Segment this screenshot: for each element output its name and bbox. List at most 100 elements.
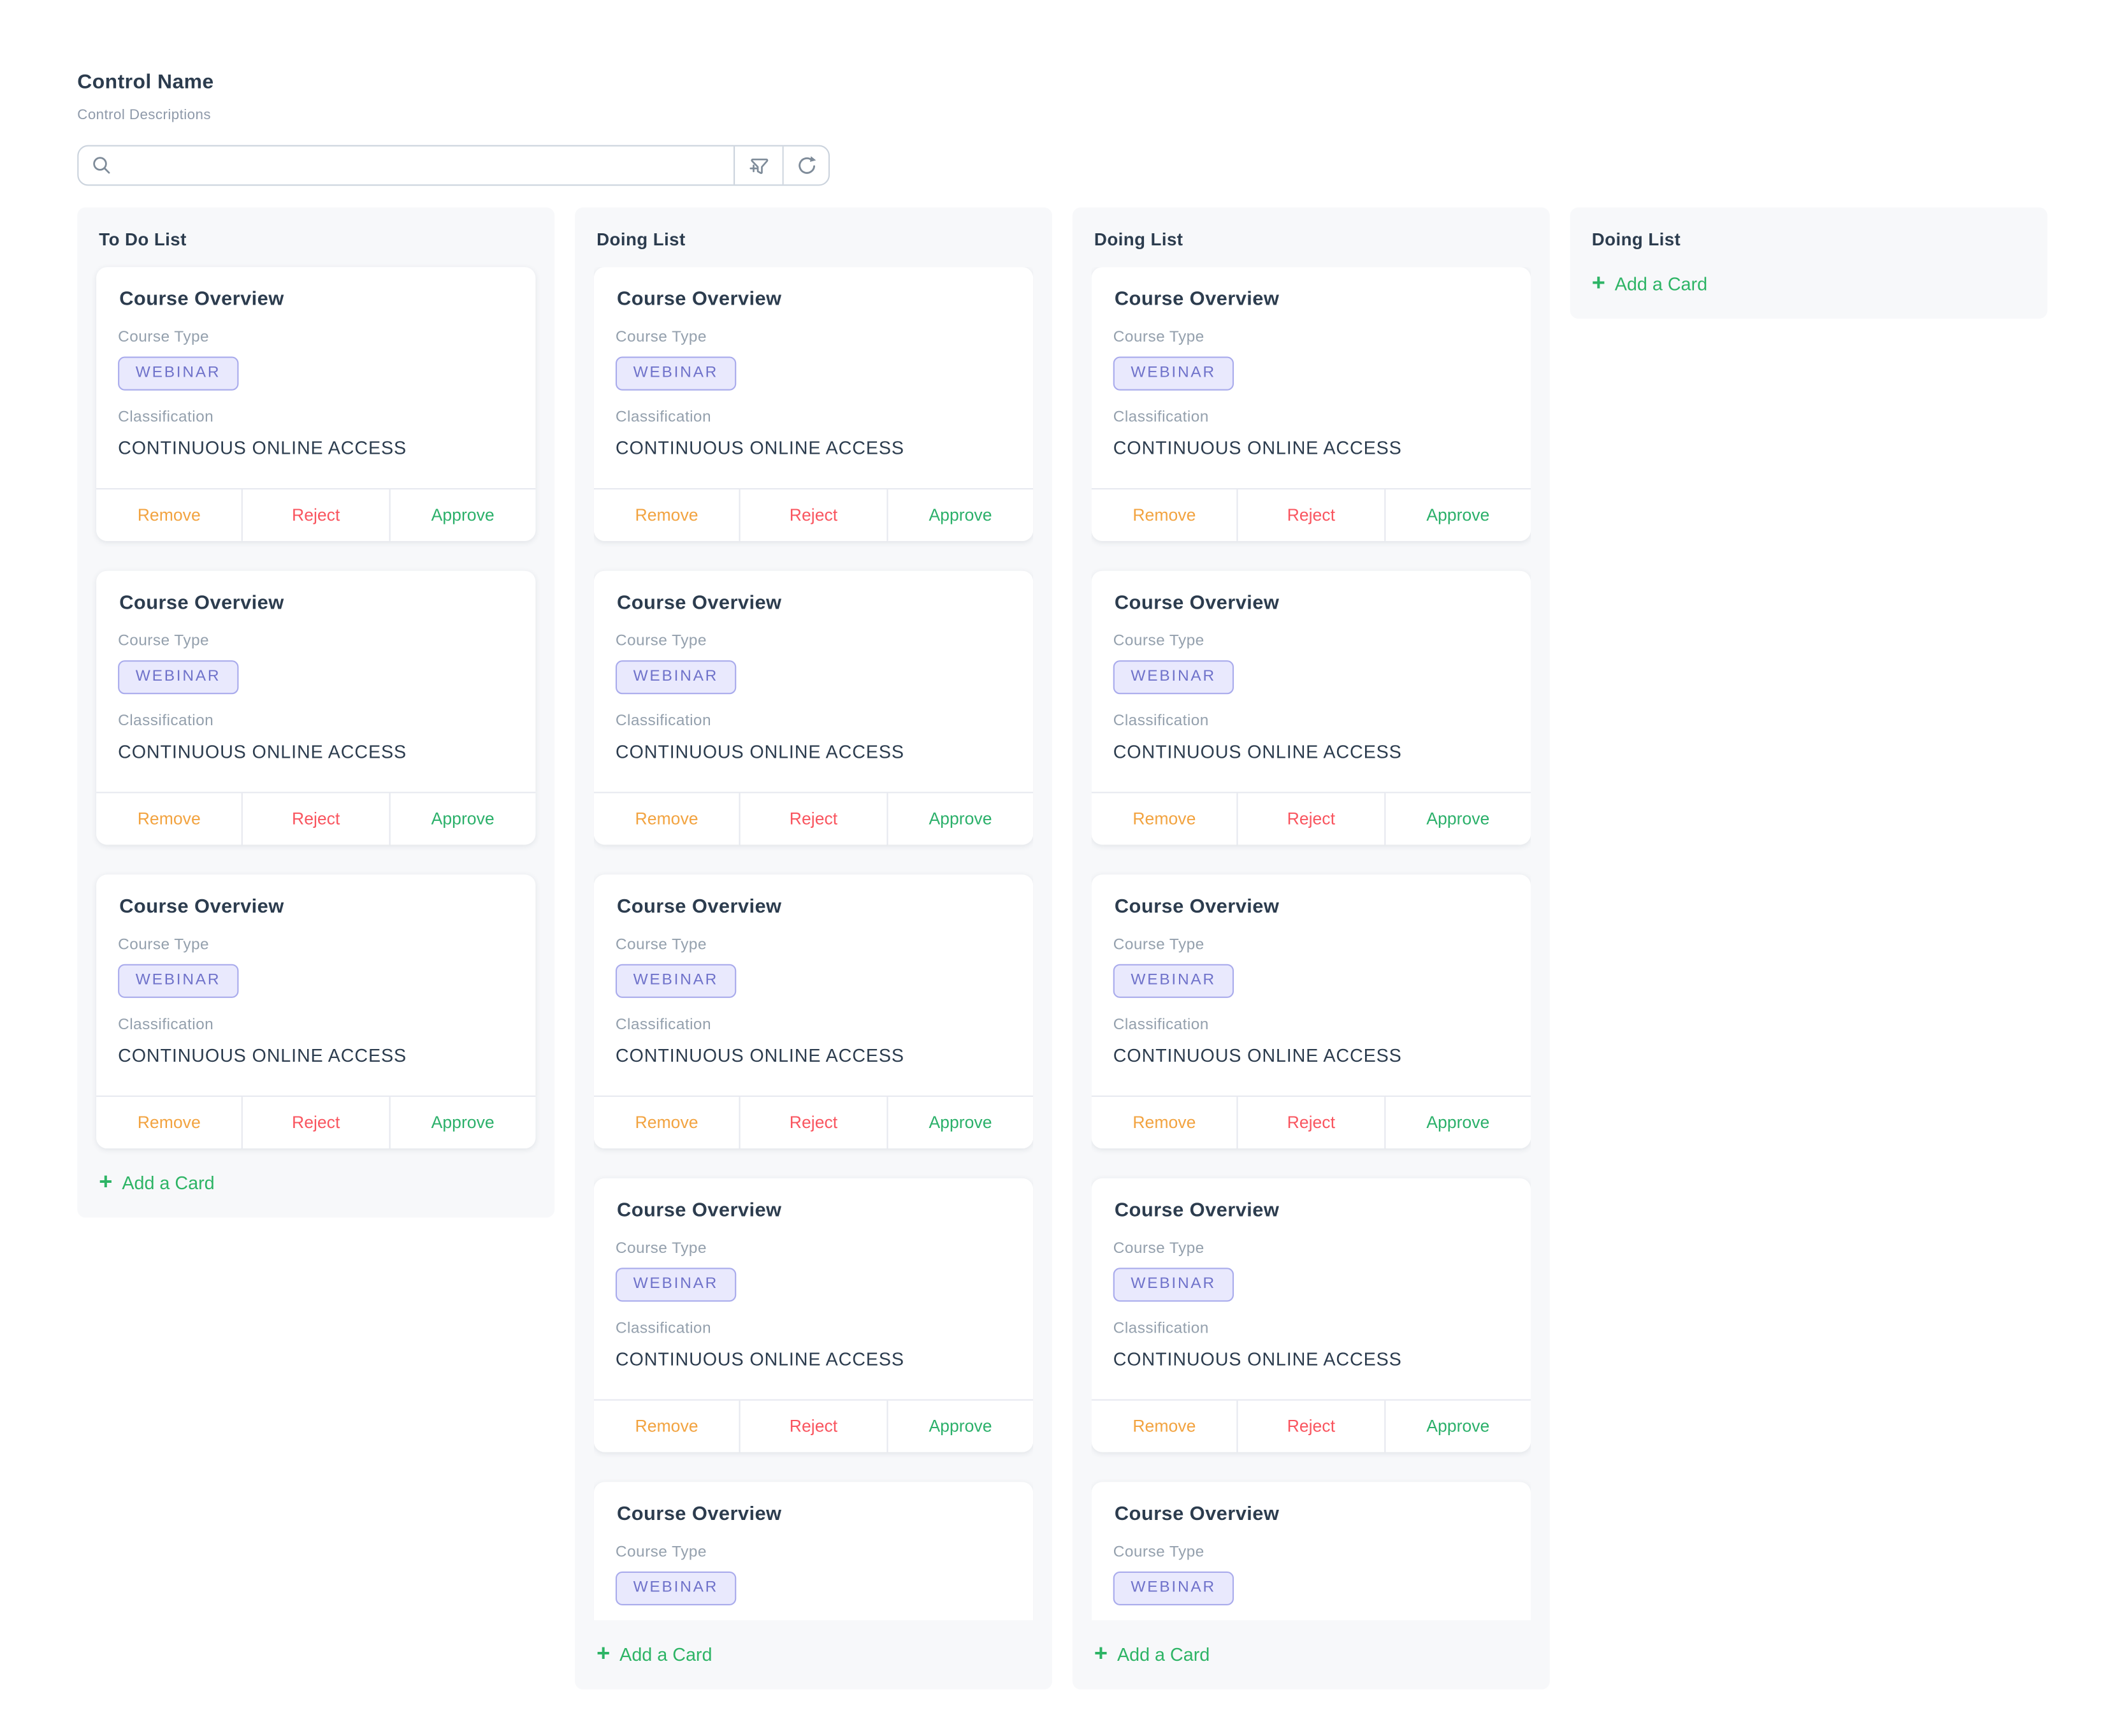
classification-value: CONTINUOUS ONLINE ACCESS: [615, 1349, 904, 1370]
add-card-button[interactable]: + Add a Card: [99, 1168, 214, 1195]
course-type-field: Course Type WEBINAR: [118, 633, 514, 695]
card-actions: Remove Reject Approve: [96, 488, 536, 541]
board-column: Doing List + Add a Card: [1570, 207, 2048, 319]
approve-button[interactable]: Approve: [1384, 489, 1531, 541]
card-title: Course Overview: [1114, 592, 1280, 614]
classification-value: CONTINUOUS ONLINE ACCESS: [118, 741, 407, 762]
card-body: Course Overview Course Type WEBINAR Clas…: [594, 267, 1033, 488]
course-card[interactable]: Course Overview Course Type WEBINAR Clas…: [593, 570, 1034, 845]
remove-button[interactable]: Remove: [96, 489, 242, 541]
remove-button[interactable]: Remove: [593, 793, 740, 845]
classification-field: Classification CONTINUOUS ONLINE ACCESS: [616, 1017, 1011, 1066]
approve-button[interactable]: Approve: [1384, 1400, 1531, 1452]
approve-button[interactable]: Approve: [388, 1097, 536, 1149]
course-card[interactable]: Course Overview Course Type WEBINAR Clas…: [593, 267, 1034, 541]
classification-label: Classification: [1113, 409, 1209, 426]
remove-button[interactable]: Remove: [593, 489, 740, 541]
course-card[interactable]: Course Overview Course Type WEBINAR Clas…: [593, 1482, 1034, 1621]
reject-button[interactable]: Reject: [1237, 489, 1384, 541]
reject-button[interactable]: Reject: [1237, 793, 1384, 845]
column-title: To Do List: [99, 229, 187, 250]
classification-field: Classification CONTINUOUS ONLINE ACCESS: [1113, 1017, 1509, 1066]
card-actions: Remove Reject Approve: [1091, 1096, 1531, 1149]
course-card[interactable]: Course Overview Course Type WEBINAR Clas…: [1091, 1482, 1531, 1621]
refresh-button[interactable]: [782, 146, 828, 185]
classification-label: Classification: [615, 409, 712, 426]
classification-label: Classification: [615, 1320, 712, 1337]
approve-button[interactable]: Approve: [886, 793, 1034, 845]
reject-button[interactable]: Reject: [1237, 1400, 1384, 1452]
course-type-label: Course Type: [1113, 937, 1204, 953]
classification-value: CONTINUOUS ONLINE ACCESS: [615, 1045, 904, 1066]
approve-button[interactable]: Approve: [886, 1097, 1034, 1149]
card-body: Course Overview Course Type WEBINAR Clas…: [96, 874, 535, 1096]
reject-button[interactable]: Reject: [242, 793, 389, 845]
add-card-button[interactable]: + Add a Card: [1592, 271, 1707, 294]
course-card[interactable]: Course Overview Course Type WEBINAR Clas…: [96, 267, 536, 541]
remove-button[interactable]: Remove: [1091, 1400, 1238, 1452]
reject-button[interactable]: Reject: [1237, 1097, 1384, 1149]
course-card[interactable]: Course Overview Course Type WEBINAR Clas…: [96, 570, 536, 845]
card-title: Course Overview: [1114, 1199, 1280, 1222]
course-type-label: Course Type: [1113, 329, 1204, 346]
course-type-badge: WEBINAR: [1113, 356, 1234, 391]
course-type-badge: WEBINAR: [1113, 964, 1234, 998]
classification-field: Classification CONTINUOUS ONLINE ACCESS: [1113, 1320, 1509, 1370]
reject-button[interactable]: Reject: [242, 489, 389, 541]
course-type-field: Course Type WEBINAR: [1113, 329, 1509, 391]
card-actions: Remove Reject Approve: [96, 792, 536, 845]
filter-button[interactable]: [734, 146, 783, 185]
classification-label: Classification: [1113, 713, 1209, 730]
search-input[interactable]: [112, 156, 734, 175]
approve-button[interactable]: Approve: [388, 793, 536, 845]
approve-button[interactable]: Approve: [388, 489, 536, 541]
course-card[interactable]: Course Overview Course Type WEBINAR Clas…: [1091, 570, 1531, 845]
course-card[interactable]: Course Overview Course Type WEBINAR Clas…: [96, 874, 536, 1149]
remove-button[interactable]: Remove: [1091, 1097, 1238, 1149]
course-type-badge: WEBINAR: [118, 356, 238, 391]
course-card[interactable]: Course Overview Course Type WEBINAR Clas…: [593, 1178, 1034, 1452]
remove-button[interactable]: Remove: [96, 1097, 242, 1149]
reject-button[interactable]: Reject: [739, 1097, 886, 1149]
plus-icon: +: [1094, 1640, 1108, 1667]
approve-button[interactable]: Approve: [1384, 1097, 1531, 1149]
card-actions: Remove Reject Approve: [593, 1096, 1034, 1149]
card-title: Course Overview: [1114, 289, 1280, 311]
search-icon: [91, 155, 113, 177]
classification-value: CONTINUOUS ONLINE ACCESS: [1113, 1045, 1402, 1066]
reject-button[interactable]: Reject: [739, 793, 886, 845]
plus-icon: +: [99, 1168, 113, 1195]
approve-button[interactable]: Approve: [886, 489, 1034, 541]
course-card[interactable]: Course Overview Course Type WEBINAR Clas…: [593, 874, 1034, 1149]
remove-button[interactable]: Remove: [593, 1097, 740, 1149]
card-actions: Remove Reject Approve: [1091, 488, 1531, 541]
approve-button[interactable]: Approve: [1384, 793, 1531, 845]
card-title: Course Overview: [1114, 896, 1280, 918]
reject-button[interactable]: Reject: [739, 489, 886, 541]
reject-button[interactable]: Reject: [242, 1097, 389, 1149]
classification-label: Classification: [118, 713, 214, 730]
remove-button[interactable]: Remove: [593, 1400, 740, 1452]
card-title: Course Overview: [617, 896, 782, 918]
add-card-button[interactable]: + Add a Card: [1094, 1640, 1210, 1667]
course-type-label: Course Type: [118, 937, 210, 953]
course-card[interactable]: Course Overview Course Type WEBINAR Clas…: [1091, 267, 1531, 541]
card-actions: Remove Reject Approve: [593, 488, 1034, 541]
card-body: Course Overview Course Type WEBINAR Clas…: [594, 1482, 1033, 1620]
card-title: Course Overview: [119, 896, 284, 918]
course-card[interactable]: Course Overview Course Type WEBINAR Clas…: [1091, 874, 1531, 1149]
card-actions: Remove Reject Approve: [96, 1096, 536, 1149]
card-actions: Remove Reject Approve: [593, 1399, 1034, 1452]
reject-button[interactable]: Reject: [739, 1400, 886, 1452]
remove-button[interactable]: Remove: [96, 793, 242, 845]
approve-button[interactable]: Approve: [886, 1400, 1034, 1452]
course-type-field: Course Type WEBINAR: [615, 937, 1011, 998]
classification-label: Classification: [1113, 1016, 1209, 1034]
remove-button[interactable]: Remove: [1091, 489, 1238, 541]
course-card[interactable]: Course Overview Course Type WEBINAR Clas…: [1091, 1178, 1531, 1452]
page-header: Control Name Control Descriptions: [0, 0, 2126, 186]
course-type-badge: WEBINAR: [1113, 1268, 1234, 1302]
remove-button[interactable]: Remove: [1091, 793, 1238, 845]
add-card-button[interactable]: + Add a Card: [597, 1642, 712, 1665]
add-card-label: Add a Card: [619, 1644, 712, 1665]
